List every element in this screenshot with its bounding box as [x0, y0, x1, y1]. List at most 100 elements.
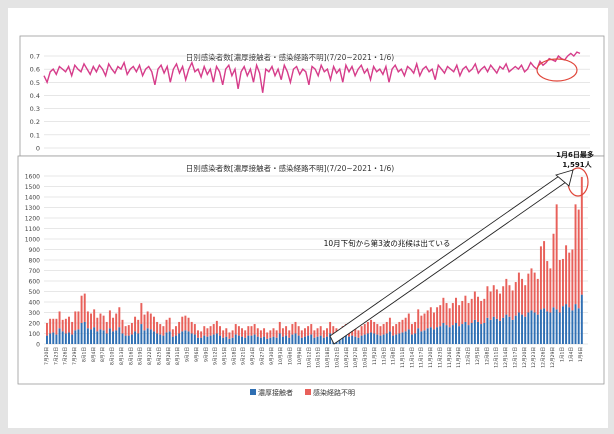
bar-close-contact [442, 323, 445, 344]
bar-close-contact [407, 329, 410, 344]
bar-x-tick-label: 10月6日 [288, 347, 294, 365]
bar-close-contact [278, 333, 281, 344]
bar-unknown-route [93, 309, 96, 328]
bar-unknown-route [511, 290, 514, 320]
bar-close-contact [212, 334, 215, 344]
highlight-ellipse [536, 58, 578, 82]
bar-close-contact [64, 333, 67, 344]
bar-close-contact [127, 335, 130, 344]
ratio-line-chart: 日別感染者数[濃厚接触者・感染経路不明](7/20~2021・1/6) 0 0.1… [19, 35, 605, 157]
bar-x-tick-label: 11月14日 [409, 347, 415, 368]
bar-unknown-route [225, 328, 228, 337]
legend-swatch-close-contact [250, 389, 256, 395]
bar-unknown-route [222, 330, 225, 338]
bar-unknown-route [112, 317, 115, 332]
bar-close-contact [473, 319, 476, 344]
bar-unknown-route [250, 326, 253, 336]
bar-close-contact [517, 312, 520, 344]
bar-unknown-route [307, 326, 310, 336]
bar-x-tick-label: 10月18日 [325, 347, 331, 368]
bar-unknown-route [162, 326, 165, 336]
bar-unknown-route [489, 291, 492, 320]
bar-unknown-route [124, 326, 127, 336]
bar-unknown-route [108, 310, 111, 329]
bar-y-tick-label: 400 [29, 299, 41, 306]
bar-close-contact [477, 321, 479, 344]
bar-close-contact [159, 334, 162, 344]
bar-close-contact [558, 312, 561, 344]
bar-x-tick-label: 9月12日 [213, 347, 219, 365]
bar-close-contact [162, 335, 165, 344]
bar-unknown-route [530, 268, 533, 311]
bar-close-contact [96, 331, 99, 344]
bar-close-contact [511, 319, 514, 344]
bar-close-contact [259, 337, 262, 344]
bar-close-contact [168, 331, 171, 344]
bar-unknown-route [442, 297, 445, 323]
bar-close-contact [536, 314, 539, 344]
bar-unknown-route [190, 321, 193, 334]
bar-close-contact [445, 325, 448, 344]
bar-y-tick-label: 1500 [25, 184, 40, 191]
bar-close-contact [99, 329, 102, 344]
bar-unknown-route [439, 305, 442, 327]
bar-close-contact [58, 328, 61, 344]
bar-close-contact [313, 337, 316, 344]
bar-close-contact [565, 304, 568, 344]
bar-unknown-route [244, 330, 247, 338]
bar-unknown-route [181, 316, 184, 332]
bar-close-contact [329, 333, 332, 344]
bar-y-tick-label: 1600 [25, 173, 40, 180]
bar-close-contact [74, 330, 77, 344]
bar-x-tick-label: 8月28日 [166, 347, 172, 365]
bar-unknown-route [71, 321, 74, 335]
bar-close-contact [222, 337, 225, 344]
legend-label-unknown-route: 感染経路不明 [313, 388, 355, 397]
bar-close-contact [203, 335, 206, 344]
bar-close-contact [181, 331, 184, 344]
bar-close-contact [197, 337, 199, 344]
bar-unknown-route [395, 324, 398, 335]
bar-unknown-route [77, 311, 80, 330]
bar-unknown-route [423, 313, 426, 331]
bar-x-tick-label: 8月22日 [147, 347, 153, 365]
bar-close-contact [530, 310, 533, 344]
peak-date-label: 1月6日最多 [556, 150, 594, 159]
ratio-y-tick-label: 0.3 [30, 105, 40, 113]
bar-close-contact [404, 331, 407, 344]
bar-y-tick-label: 700 [29, 268, 41, 275]
bar-close-contact [90, 329, 92, 344]
bar-unknown-route [146, 311, 149, 329]
bar-unknown-route [209, 326, 212, 336]
bar-close-contact [392, 335, 395, 344]
bar-close-contact [448, 327, 451, 344]
bar-x-tick-label: 9月9日 [203, 347, 209, 362]
bar-close-contact [303, 336, 306, 344]
bar-close-contact [348, 336, 350, 344]
bar-unknown-route [477, 296, 479, 322]
bar-unknown-route [483, 298, 486, 323]
bar-close-contact [174, 335, 177, 344]
bar-unknown-route [568, 252, 571, 308]
bar-close-contact [49, 333, 52, 344]
bar-close-contact [495, 318, 498, 344]
bar-close-contact [341, 335, 344, 344]
bar-unknown-route [436, 307, 439, 328]
bar-unknown-route [285, 326, 288, 336]
bar-close-contact [244, 337, 247, 344]
bar-close-contact [231, 337, 234, 344]
bar-close-contact [124, 335, 127, 344]
bar-close-contact [250, 335, 253, 344]
stacked-bar-chart: 日別感染者数[濃厚接触者・感染経路不明](7/20~2021・1/6) 0 100… [17, 150, 605, 397]
bar-y-tick-label: 200 [29, 320, 41, 327]
bar-unknown-route [388, 317, 391, 332]
bar-x-tick-label: 7月29日 [72, 347, 78, 365]
bar-unknown-route [552, 233, 555, 308]
bar-unknown-route [432, 312, 435, 330]
bar-close-contact [527, 312, 530, 344]
bar-unknown-route [102, 315, 105, 331]
bar-close-contact [555, 309, 558, 344]
bar-unknown-route [228, 332, 231, 339]
bar-unknown-route [543, 241, 546, 309]
bar-close-contact [193, 334, 196, 344]
